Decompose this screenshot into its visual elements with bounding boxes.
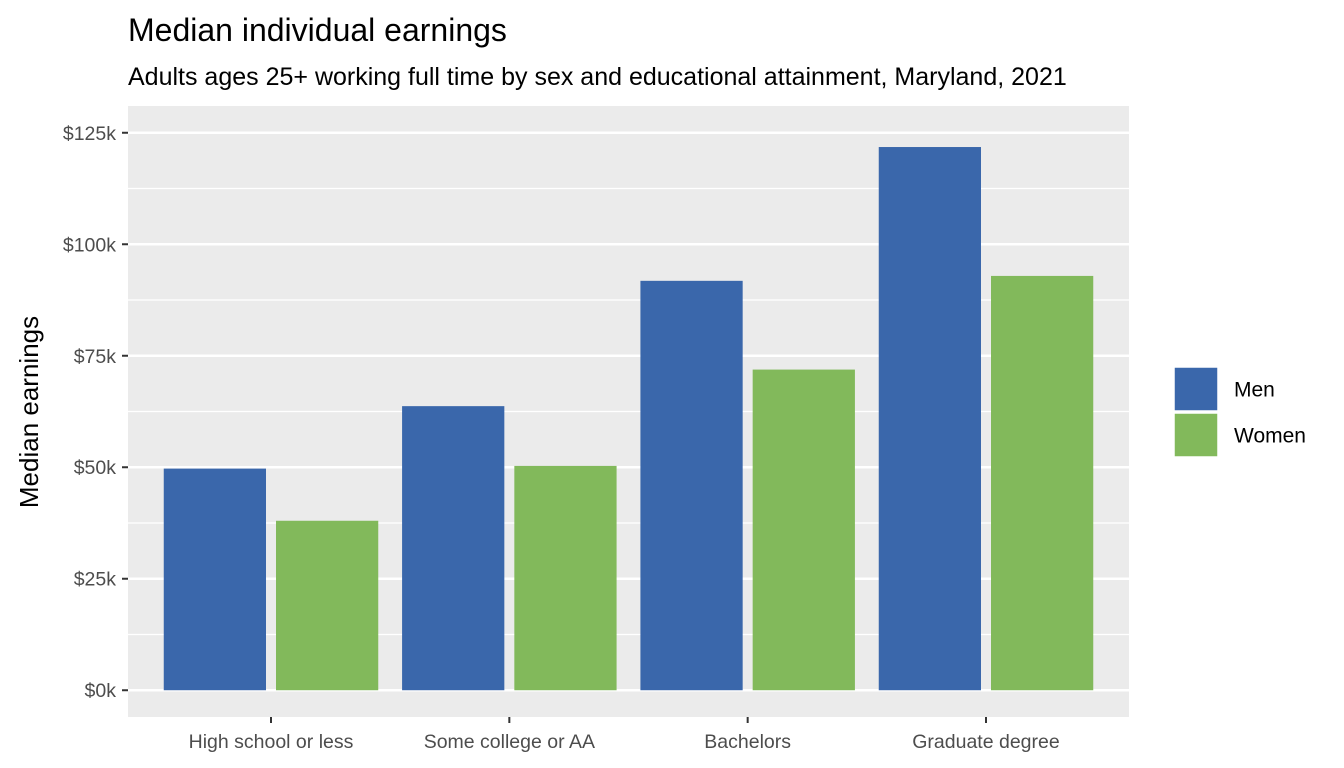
bars <box>163 147 1094 691</box>
legend: Men Women <box>1173 366 1306 458</box>
x-tick-label: Some college or AA <box>424 731 595 753</box>
legend-key-men <box>1173 366 1219 412</box>
legend-label-men: Men <box>1234 379 1275 402</box>
y-tick-label: $125k <box>63 123 116 145</box>
bar-women-3 <box>752 369 855 691</box>
y-tick-label: $0k <box>85 680 117 702</box>
bar-women-2 <box>514 465 617 691</box>
bar-men-4 <box>878 147 981 691</box>
x-tick-label: Bachelors <box>704 731 791 753</box>
bar-women-1 <box>276 520 379 691</box>
bar-men-1 <box>163 468 266 691</box>
y-axis-ticks: $0k $25k $50k $75k $100k $125k <box>63 123 128 702</box>
bar-men-2 <box>402 406 505 691</box>
bar-men-3 <box>640 280 743 691</box>
y-tick-label: $100k <box>63 234 116 256</box>
chart-subtitle: Adults ages 25+ working full time by sex… <box>128 63 1067 91</box>
legend-key-women <box>1173 412 1219 458</box>
x-axis-ticks: High school or less Some college or AA Bac… <box>189 717 1060 753</box>
x-tick-label: High school or less <box>189 731 354 753</box>
y-tick-label: $75k <box>74 346 117 368</box>
bar-women-4 <box>991 275 1094 691</box>
y-tick-label: $25k <box>74 569 117 591</box>
legend-label-women: Women <box>1234 425 1306 448</box>
y-axis-label: Median earnings <box>14 316 44 508</box>
x-tick-label: Graduate degree <box>912 731 1059 753</box>
y-tick-label: $50k <box>74 457 117 479</box>
chart-title: Median individual earnings <box>128 12 507 48</box>
